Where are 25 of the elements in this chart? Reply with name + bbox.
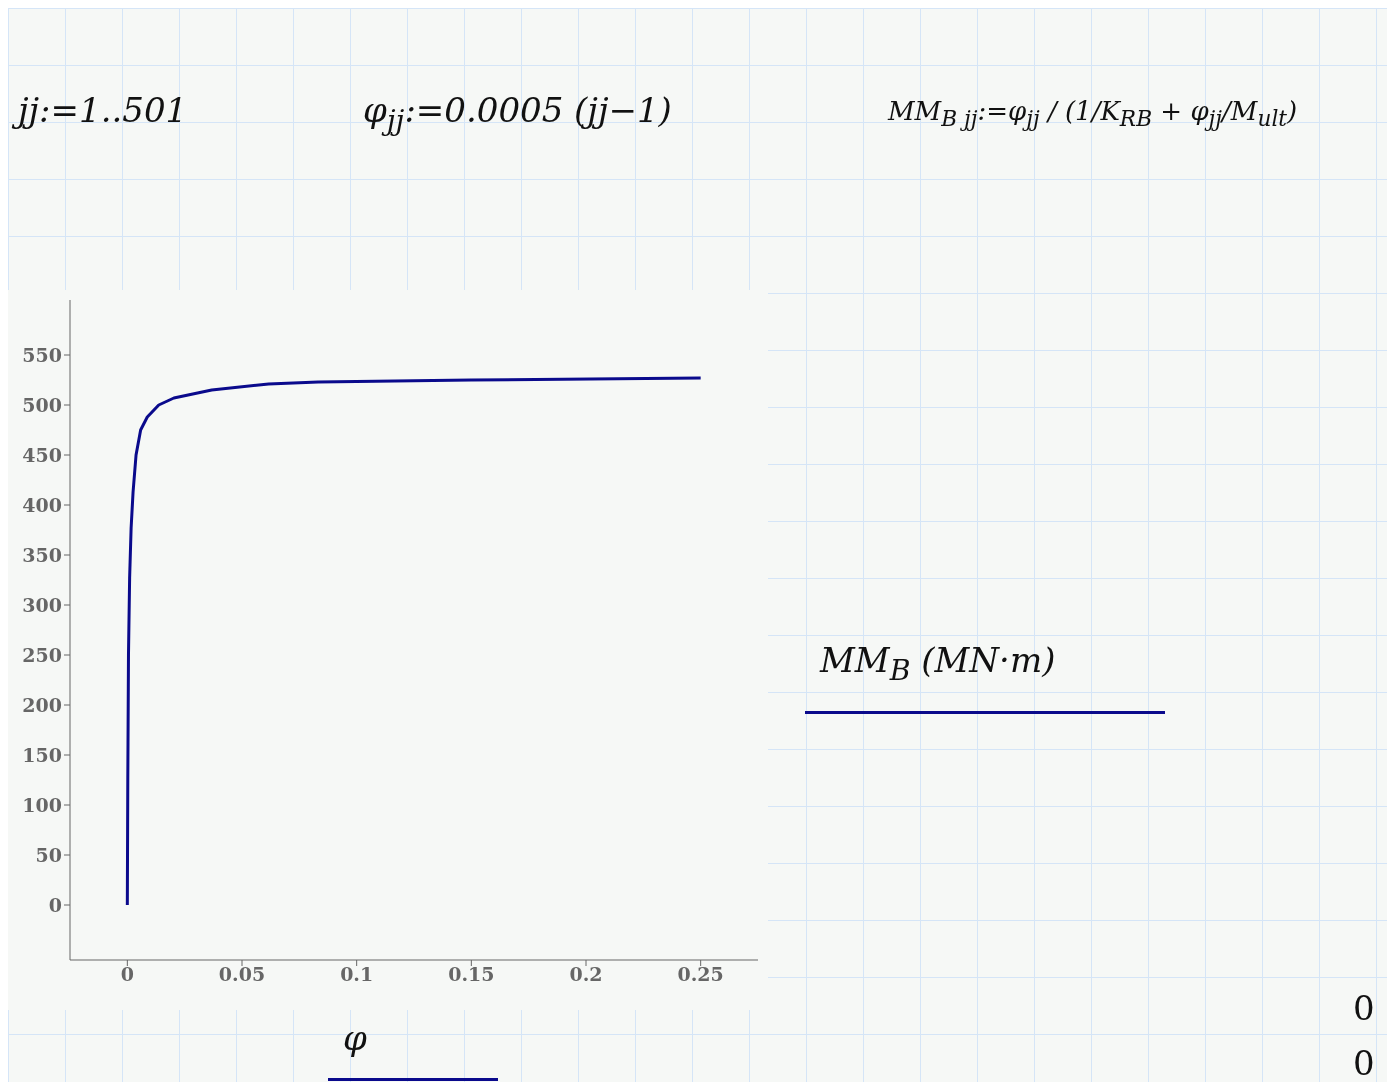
y-tick-label: 400 <box>22 493 62 516</box>
y-tick-label: 450 <box>22 443 62 466</box>
text: φ$_{jj}$:=0.0005 (jj−1) <box>363 90 672 137</box>
x-tick-label: 0.1 <box>340 963 374 986</box>
y-tick-label: 50 <box>35 843 62 866</box>
x-tick-label: 0.25 <box>677 963 724 986</box>
x-tick-label: 0 <box>120 963 134 986</box>
y-tick-label: 300 <box>22 593 62 616</box>
y-tick-label: 150 <box>22 743 62 766</box>
y-tick-label: 550 <box>22 343 62 366</box>
y-tick-label: 200 <box>22 693 62 716</box>
text: MM$_{B jj}$:=φ$_{jj}$ / (1/K$_{RB}$ + φ$_{jj}$/M$_{ult}$) <box>888 96 1298 132</box>
y-tick-label: 250 <box>22 643 62 666</box>
y-axis-title: MM$_{B}$ (MN·m) <box>820 640 1056 687</box>
x-tick-label: 0.05 <box>218 963 266 986</box>
x-tick-label: 0.15 <box>448 963 495 986</box>
y-tick-label: 100 <box>22 793 62 816</box>
y-tick-label: 500 <box>22 393 62 416</box>
y-tick-label: 0 <box>48 893 62 916</box>
text: 0 <box>1353 1043 1375 1083</box>
line-series <box>125 376 703 907</box>
x-tick-label: 0.2 <box>569 963 603 986</box>
text: 0 <box>1353 988 1375 1028</box>
x-axis-title: φ <box>343 1018 367 1058</box>
y-tick-label: 350 <box>22 543 62 566</box>
